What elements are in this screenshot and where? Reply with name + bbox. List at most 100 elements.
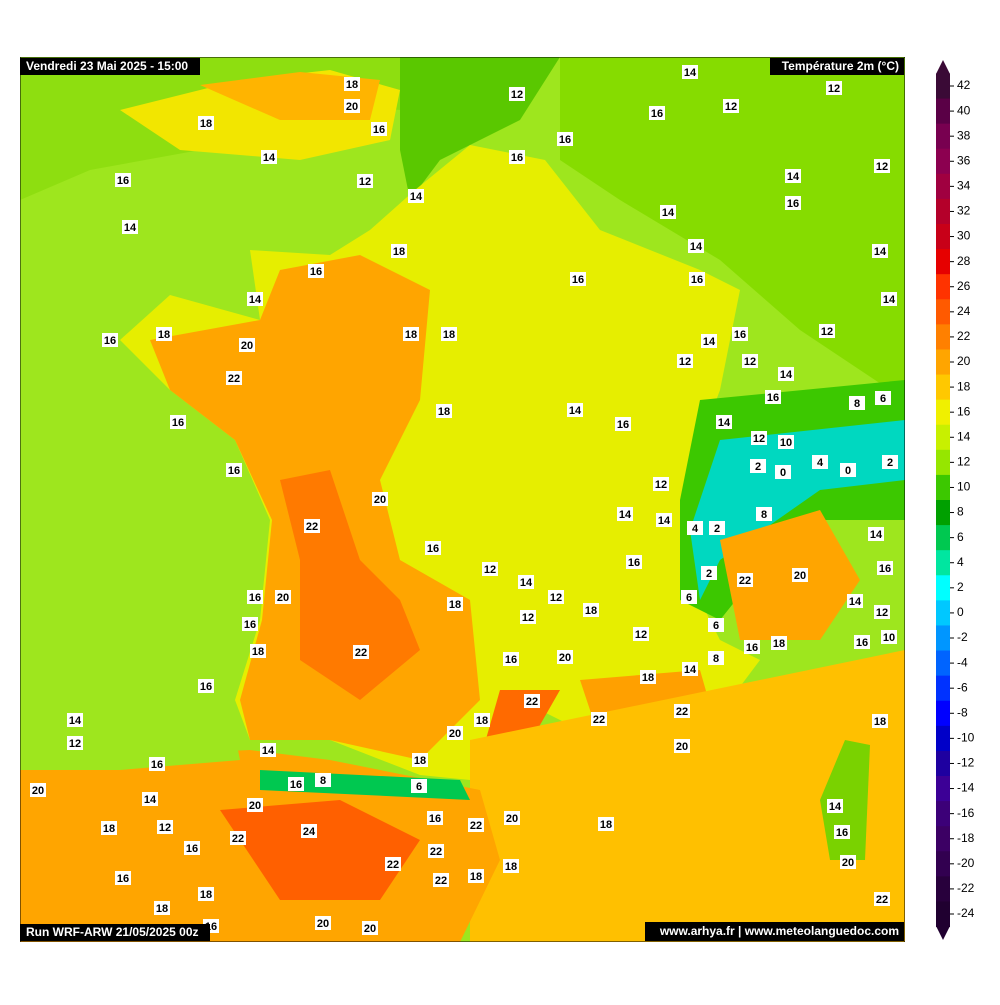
label-box <box>674 704 690 718</box>
map-label: 16 <box>628 557 640 569</box>
colorbar-label: 18 <box>957 379 971 393</box>
map-label: 18 <box>470 871 482 883</box>
map-label: 0 <box>845 465 851 477</box>
colorbar-band <box>936 123 950 150</box>
map-label: 12 <box>753 433 765 445</box>
colorbar-band <box>936 349 950 376</box>
colorbar-label: 0 <box>957 605 964 619</box>
map-label: 16 <box>104 335 116 347</box>
map-label: 6 <box>686 592 692 604</box>
map-label: 18 <box>156 903 168 915</box>
map-label: 18 <box>505 861 517 873</box>
colorbar-label: 12 <box>957 455 971 469</box>
map-label: 12 <box>828 83 840 95</box>
label-box <box>778 367 794 381</box>
map-label: 6 <box>880 393 886 405</box>
colorbar-label: 36 <box>957 153 971 167</box>
map-label: 18 <box>443 329 455 341</box>
colorbar-label: -22 <box>957 881 975 895</box>
colorbar-end <box>936 926 950 940</box>
map-label: 12 <box>655 479 667 491</box>
label-box <box>687 521 703 535</box>
label-box <box>67 736 83 750</box>
label-box <box>447 726 463 740</box>
map-label: 16 <box>879 563 891 575</box>
label-box <box>474 713 490 727</box>
map-label: 16 <box>836 827 848 839</box>
map-label: 12 <box>679 356 691 368</box>
map-label: 16 <box>117 873 129 885</box>
colorbar-end <box>936 60 950 74</box>
colorbar-band <box>936 750 950 777</box>
label-box <box>732 327 748 341</box>
map-label: 16 <box>572 274 584 286</box>
label-box <box>765 390 781 404</box>
map-label: 14 <box>703 336 716 348</box>
label-box <box>674 739 690 753</box>
map-label: 4 <box>692 523 699 535</box>
map-label: 18 <box>642 672 654 684</box>
label-box <box>468 869 484 883</box>
map-label: 18 <box>346 79 358 91</box>
map-label: 12 <box>159 822 171 834</box>
colorbar-band <box>936 324 950 350</box>
label-box <box>122 220 138 234</box>
map-label: 22 <box>306 521 318 533</box>
map-label: 18 <box>405 329 417 341</box>
colorbar-label: 24 <box>957 304 971 318</box>
map-label: 16 <box>651 108 663 120</box>
label-box <box>509 150 525 164</box>
label-box <box>101 821 117 835</box>
map-label: 12 <box>359 176 371 188</box>
label-box <box>504 811 520 825</box>
map-label: 18 <box>393 246 405 258</box>
label-box <box>250 644 266 658</box>
colorbar-label: -16 <box>957 806 975 820</box>
run-box <box>20 924 210 941</box>
map-label: 12 <box>522 612 534 624</box>
label-box <box>115 871 131 885</box>
colorbar-label: 30 <box>957 229 971 243</box>
label-box <box>570 272 586 286</box>
colorbar-band <box>936 826 950 852</box>
label-box <box>184 841 200 855</box>
label-box <box>142 792 158 806</box>
colorbar-band <box>936 625 950 652</box>
label-box <box>357 174 373 188</box>
label-box <box>826 81 842 95</box>
variable: Température 2m (°C) <box>782 59 899 73</box>
colorbar-band <box>936 500 950 526</box>
label-box <box>557 650 573 664</box>
colorbar-band <box>936 700 950 727</box>
colorbar-band <box>936 299 950 325</box>
label-box <box>403 327 419 341</box>
colorbar-label: 40 <box>957 103 971 117</box>
label-box <box>682 65 698 79</box>
label-box <box>881 630 897 644</box>
map-label: 2 <box>706 568 712 580</box>
colorbar-band <box>936 274 950 300</box>
label-box <box>617 507 633 521</box>
label-box <box>583 603 599 617</box>
colorbar-band <box>936 224 950 250</box>
map-label: 22 <box>387 859 399 871</box>
colorbar-label: -18 <box>957 831 975 845</box>
label-box <box>372 492 388 506</box>
colorbar-label: 10 <box>957 480 971 494</box>
map-label: 18 <box>200 118 212 130</box>
label-box <box>247 590 263 604</box>
colorbar-band <box>936 98 950 125</box>
label-box <box>154 901 170 915</box>
map-label: 18 <box>252 646 264 658</box>
label-box <box>115 173 131 187</box>
colorbar-label: -10 <box>957 731 975 745</box>
label-box <box>170 415 186 429</box>
map-label: 22 <box>430 846 442 858</box>
colorbar-label: 16 <box>957 404 971 418</box>
map-label: 14 <box>870 529 883 541</box>
colorbar-band <box>936 650 950 677</box>
map-label: 14 <box>787 171 800 183</box>
label-box <box>701 566 717 580</box>
colorbar-label: -14 <box>957 781 975 795</box>
colorbar-band <box>936 249 950 275</box>
